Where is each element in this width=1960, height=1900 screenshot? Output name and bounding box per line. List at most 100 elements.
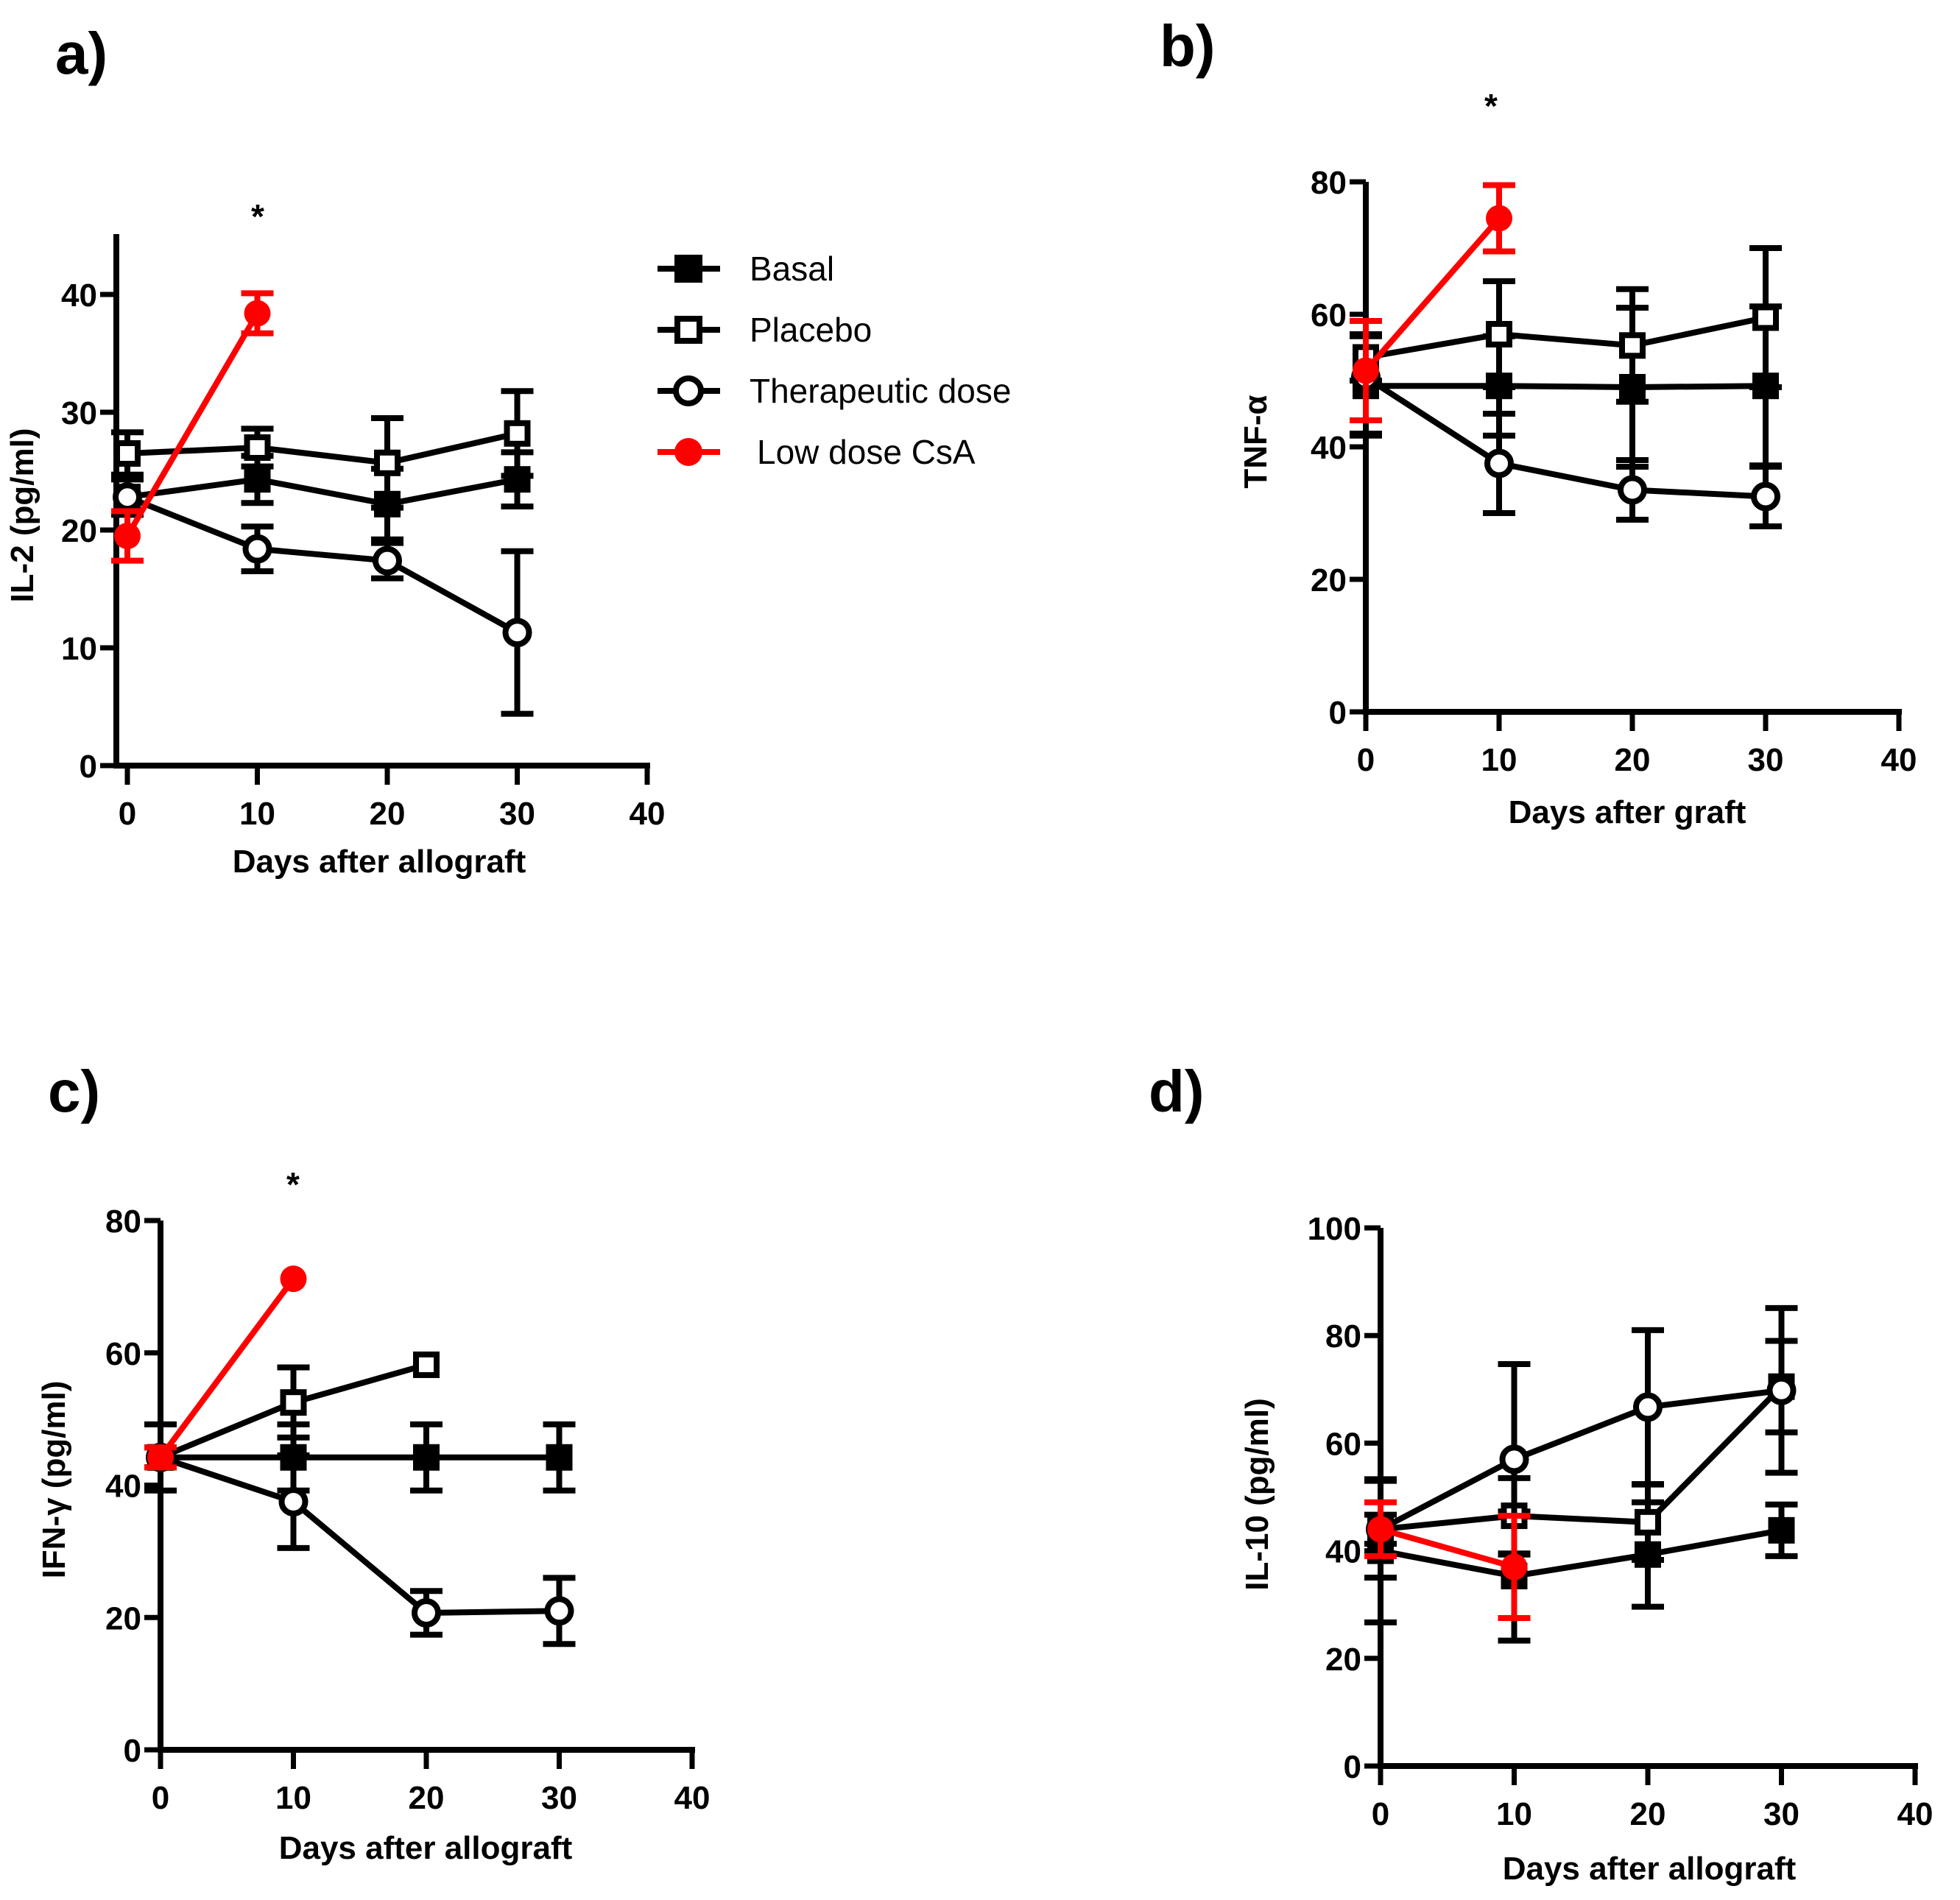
y-tick-label: 30 [61, 395, 97, 431]
y-tick-label: 40 [1325, 1534, 1361, 1570]
panel-a: a) 0 10 20 30 40 0 10 20 30 40 Days after allograft… [4, 21, 665, 880]
series-line [1379, 1526, 1515, 1570]
data-point [244, 434, 271, 461]
x-tick-label: 0 [1357, 742, 1375, 778]
open-circle-icon [673, 375, 704, 406]
x-tick-label: 40 [1897, 1796, 1933, 1832]
y-tick-label: 40 [1311, 430, 1347, 466]
x-tick-label: 10 [275, 1780, 311, 1816]
y-tick-label: 0 [80, 749, 97, 785]
filled-circle-icon [674, 438, 702, 466]
series-low-dose-csa [1350, 182, 1515, 423]
data-point [1501, 1553, 1528, 1581]
y-tick-label: 60 [1311, 297, 1347, 333]
y-tick-label: 20 [1325, 1642, 1361, 1678]
data-point [1766, 1375, 1797, 1405]
panel-label: b) [1160, 13, 1216, 79]
series-line [1380, 1384, 1784, 1533]
data-point [1752, 304, 1779, 331]
data-point [413, 1444, 440, 1471]
y-tick-label: 20 [1311, 562, 1347, 598]
y-tick-label: 0 [1344, 1749, 1361, 1785]
legend-item: Placebo [658, 311, 872, 349]
data-point [1633, 1392, 1663, 1422]
data-point [244, 300, 271, 327]
data-point [114, 523, 141, 549]
legend-item: Low dose CsA [658, 433, 976, 471]
x-tick-label: 30 [1763, 1796, 1799, 1832]
y-tick-label: 80 [1325, 1318, 1361, 1355]
series-line [1379, 1387, 1782, 1532]
data-point [1619, 332, 1646, 359]
y-axis-title: IL-10 (pg/ml) [1239, 1398, 1275, 1591]
data-point [1768, 1516, 1795, 1544]
series-line [158, 1276, 296, 1460]
series-line [1363, 216, 1502, 373]
legend-item: Therapeutic dose [658, 372, 1011, 410]
series-basal [111, 449, 534, 543]
y-tick-label: 40 [61, 278, 97, 314]
y-tick-label: 60 [1325, 1426, 1361, 1462]
legend-item: Basal [658, 250, 834, 288]
y-tick-label: 0 [1329, 695, 1347, 731]
significance-star: * [251, 197, 264, 236]
data-point [1486, 321, 1512, 347]
y-tick-label: 20 [61, 513, 97, 549]
x-tick-label: 20 [1630, 1796, 1666, 1832]
data-point [413, 1351, 440, 1378]
series-line [124, 311, 260, 538]
series-therapeutic-dose [111, 476, 534, 717]
panel-label: d) [1149, 1059, 1205, 1124]
data-point [412, 1597, 441, 1628]
data-point [1618, 475, 1647, 505]
y-tick-label: 60 [105, 1336, 141, 1372]
panel-b: b) 0 20 40 60 80 0 10 20 30 40 Days after graft TNF-… [1160, 13, 1917, 830]
data-point [1484, 448, 1514, 478]
y-axis-title: IFN-γ (pg/ml) [36, 1381, 72, 1579]
data-point [1499, 1444, 1529, 1475]
x-tick-label: 0 [152, 1780, 169, 1816]
x-tick-label: 10 [1496, 1796, 1532, 1832]
x-tick-label: 30 [499, 796, 535, 832]
significance-star: * [1484, 87, 1498, 125]
y-tick-label: 100 [1308, 1211, 1361, 1247]
x-axis-title: Days after allograft [1503, 1851, 1797, 1887]
data-point [374, 449, 401, 476]
series-line [1364, 375, 1766, 500]
data-point [546, 1444, 573, 1471]
data-point [1635, 1508, 1661, 1536]
series-line [1366, 383, 1766, 391]
legend-label: Low dose CsA [757, 433, 976, 471]
x-tick-label: 30 [541, 1780, 577, 1816]
x-tick-label: 40 [674, 1780, 711, 1816]
data-point [147, 1444, 174, 1471]
data-point [1751, 481, 1780, 512]
data-point [114, 440, 141, 467]
panel-label: c) [48, 1059, 100, 1124]
x-tick-label: 20 [370, 796, 406, 832]
series-placebo [1364, 1338, 1798, 1564]
panel-label: a) [55, 21, 107, 86]
data-point [504, 420, 531, 447]
y-axis-title: TNF-α [1238, 395, 1274, 488]
legend-label: Therapeutic dose [750, 372, 1011, 410]
series-line [1380, 1527, 1783, 1580]
legend-label: Basal [750, 250, 834, 288]
x-tick-label: 10 [239, 796, 275, 832]
x-tick-label: 40 [630, 796, 666, 832]
y-tick-label: 80 [1311, 165, 1347, 201]
x-tick-label: 10 [1481, 742, 1517, 778]
data-point [113, 482, 142, 512]
data-point [373, 545, 402, 576]
x-tick-label: 30 [1748, 742, 1784, 778]
legend-label: Placebo [750, 311, 872, 349]
series-line [159, 1454, 560, 1616]
x-axis-title: Days after graft [1509, 794, 1746, 830]
series-low-dose-csa [1364, 1499, 1531, 1621]
significance-star: * [286, 1165, 300, 1204]
data-point [244, 466, 271, 493]
series-line [1365, 314, 1766, 361]
series-line [126, 494, 519, 635]
x-tick-label: 0 [119, 796, 136, 832]
